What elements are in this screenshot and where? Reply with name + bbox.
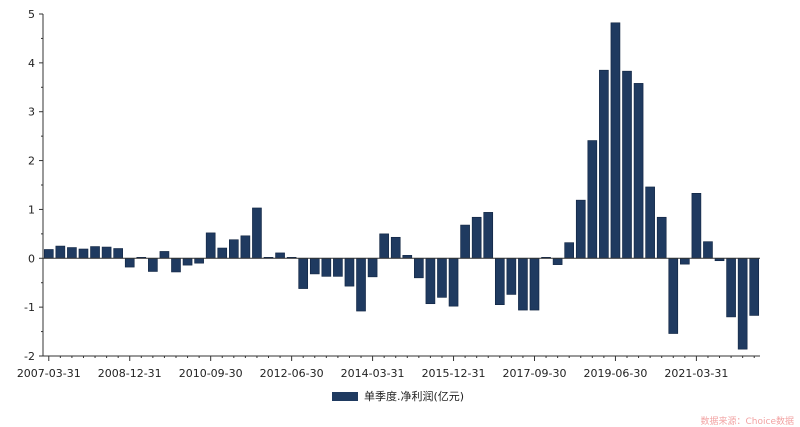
source-note: 数据来源：Choice数据 xyxy=(700,417,794,427)
bar xyxy=(113,248,123,259)
bar xyxy=(78,248,89,259)
bar xyxy=(483,212,494,259)
bar xyxy=(333,257,343,277)
x-tick-label: 2007-03-31 xyxy=(17,367,81,380)
y-tick-label: 4 xyxy=(28,57,35,70)
bar xyxy=(460,224,470,259)
x-tick-label: 2015-12-31 xyxy=(422,367,486,380)
y-tick-label: 2 xyxy=(28,155,35,168)
bar xyxy=(344,257,355,287)
bar xyxy=(101,246,112,259)
bar xyxy=(622,70,632,259)
x-tick-label: 2017-09-30 xyxy=(503,367,567,380)
bar xyxy=(599,69,609,259)
bar xyxy=(610,22,621,259)
bar xyxy=(749,257,760,316)
bar xyxy=(529,257,540,311)
x-tick-label: 2019-06-30 xyxy=(583,367,647,380)
y-tick-label: 5 xyxy=(28,8,35,21)
x-tick-label: 2010-09-30 xyxy=(179,367,243,380)
bar xyxy=(737,257,748,350)
bar xyxy=(448,257,459,307)
y-tick-label: 3 xyxy=(28,106,35,119)
bar xyxy=(437,257,447,298)
bar xyxy=(587,140,598,259)
bar xyxy=(275,252,285,259)
bar xyxy=(90,246,100,259)
bar xyxy=(124,257,135,268)
bar xyxy=(194,257,204,264)
bar xyxy=(367,257,378,278)
bar xyxy=(494,257,505,305)
bar xyxy=(159,251,170,259)
y-tick-label: -2 xyxy=(24,350,35,363)
bar xyxy=(309,257,320,275)
legend-swatch xyxy=(332,391,358,401)
bar xyxy=(182,257,193,266)
bar xyxy=(506,257,517,295)
bar xyxy=(656,216,667,259)
bar xyxy=(252,207,262,259)
x-tick-label: 2021-03-31 xyxy=(664,367,728,380)
legend: 单季度.净利润(亿元) xyxy=(332,388,464,404)
bar xyxy=(668,257,679,334)
bar xyxy=(633,83,644,259)
bar xyxy=(703,241,713,259)
bar xyxy=(171,257,181,273)
legend-label: 单季度.净利润(亿元) xyxy=(364,390,465,403)
x-tick-label: 2008-12-31 xyxy=(98,367,162,380)
y-tick-label: 0 xyxy=(28,252,35,265)
bar xyxy=(217,247,228,259)
bar xyxy=(321,257,332,277)
bar xyxy=(356,257,366,312)
bar xyxy=(298,257,309,289)
bar xyxy=(680,257,690,265)
bar xyxy=(518,257,528,311)
x-tick-label: 2014-03-31 xyxy=(341,367,405,380)
bar xyxy=(425,257,436,305)
bar xyxy=(390,236,401,259)
bar xyxy=(148,257,158,272)
bar xyxy=(205,232,216,259)
y-tick-label: 1 xyxy=(28,203,35,216)
bar xyxy=(691,193,702,259)
bar xyxy=(67,247,77,259)
bar xyxy=(471,216,482,259)
bar xyxy=(379,233,389,259)
bar xyxy=(645,186,655,259)
bar xyxy=(552,257,563,265)
bar xyxy=(229,239,239,259)
bar xyxy=(575,199,586,259)
x-tick-label: 2012-06-30 xyxy=(260,367,324,380)
bar xyxy=(240,235,251,259)
bar xyxy=(726,257,736,318)
bar xyxy=(414,257,424,279)
bar xyxy=(55,245,66,259)
bar xyxy=(564,242,574,259)
y-tick-label: -1 xyxy=(24,301,35,314)
bar xyxy=(43,249,54,259)
